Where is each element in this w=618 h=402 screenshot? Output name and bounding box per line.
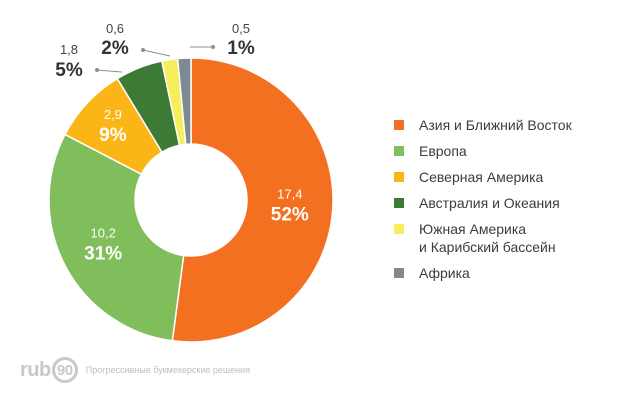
footer-logo: rub 90 [20,357,78,383]
legend-item-europe: Европа [394,142,614,160]
legend-label-north-america: Северная Америка [419,169,544,185]
legend-item-north-america: Северная Америка [394,168,614,186]
legend-item-australia: Австралия и Океания [394,194,614,212]
leader-dot-africa [211,45,215,49]
legend-label-europe: Европа [419,143,467,159]
legend-swatch-north-america [394,172,404,182]
value-label-europe: 10,2 [91,226,116,241]
legend-swatch-africa [394,268,404,278]
slice-europe [48,133,185,342]
legend: Азия и Ближний Восток Европа Северная Ам… [394,116,614,290]
percent-label-africa: 1% [227,38,255,59]
slice-asia [171,57,334,343]
legend-swatch-australia [394,198,404,208]
percent-label-asia: 52% [271,205,309,226]
legend-item-asia: Азия и Ближний Восток [394,116,614,134]
percent-label-europe: 31% [84,244,122,265]
percent-label-north-america: 9% [99,125,127,146]
legend-item-south-america: Южная Америка и Карибский бассейн [394,220,614,256]
legend-swatch-south-america [394,224,404,234]
footer-tagline: Прогрессивные букмекерские решения [85,365,250,375]
value-label-asia: 17,4 [277,187,302,202]
percent-label-australia: 5% [55,60,83,81]
legend-swatch-asia [394,120,404,130]
legend-label-africa: Африка [419,265,470,281]
leader-dot-south-america [141,48,145,52]
legend-label-asia: Азия и Ближний Восток [419,117,572,133]
value-label-australia: 1,8 [60,42,78,57]
percent-label-south-america: 2% [101,38,129,59]
legend-item-africa: Африка [394,264,614,282]
leader-line-south-america [142,49,171,57]
footer: rub 90 Прогрессивные букмекерские решени… [20,357,250,383]
leader-line-australia [96,69,123,73]
legend-swatch-europe [394,146,404,156]
slice-africa [176,57,192,146]
footer-logo-text: rub [20,358,51,381]
value-label-south-america: 0,6 [106,21,124,36]
legend-label-south-america: Южная Америка и Карибский бассейн [419,221,556,255]
value-label-africa: 0,5 [232,21,250,36]
legend-label-australia: Австралия и Океания [419,195,560,211]
leader-dot-australia [95,68,99,72]
value-label-north-america: 2,9 [104,107,122,122]
footer-logo-badge: 90 [51,357,78,383]
